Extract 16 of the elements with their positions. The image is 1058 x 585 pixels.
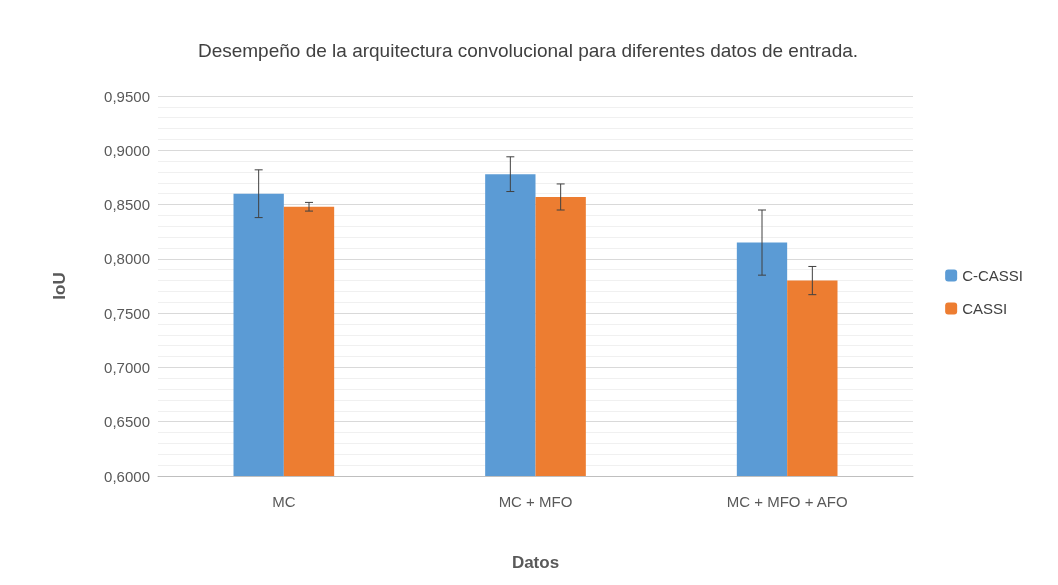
legend-label: C-CASSI bbox=[962, 267, 1023, 284]
y-tick-label: 0,9500 bbox=[104, 87, 150, 105]
y-tick-label: 0,6500 bbox=[104, 413, 150, 431]
y-tick-label: 0,9000 bbox=[104, 141, 150, 159]
y-tick-label: 0,7500 bbox=[104, 304, 150, 322]
x-tick-label: MC bbox=[272, 493, 296, 510]
chart-title: Desempeño de la arquitectura convolucional para diferentes datos de entrada. bbox=[197, 40, 859, 61]
y-tick-label: 0,8000 bbox=[104, 250, 150, 268]
x-tick-label: MC + MFO + AFO bbox=[726, 493, 848, 510]
legend-label: CASSI bbox=[962, 300, 1008, 317]
x-tick-label: MC + MFO bbox=[498, 493, 573, 510]
y-axis-title: IoU bbox=[50, 272, 69, 300]
y-tick-label: 0,7000 bbox=[104, 358, 150, 376]
y-tick-label: 0,6000 bbox=[104, 467, 150, 485]
y-tick-label: 0,8500 bbox=[104, 196, 150, 214]
x-axis-title: Datos bbox=[511, 553, 560, 572]
